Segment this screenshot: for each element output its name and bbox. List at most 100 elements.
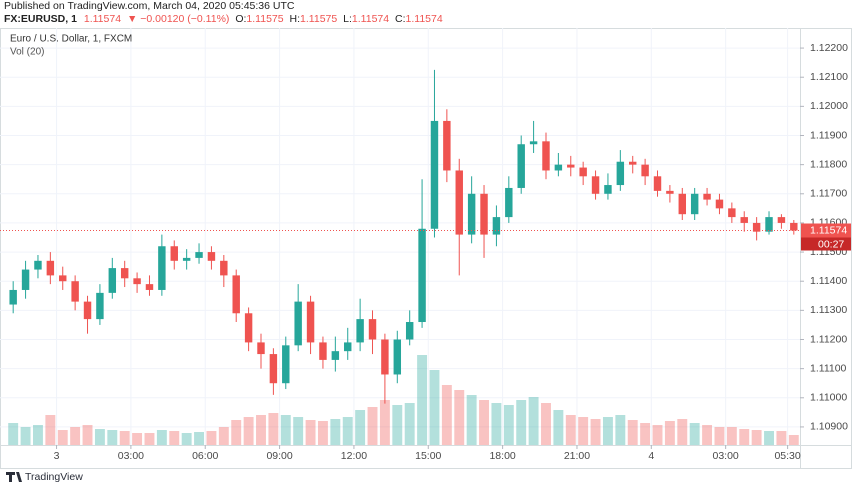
ohlc-label: L: [343, 13, 352, 25]
volume-bar [677, 419, 688, 445]
candle-body [443, 120, 451, 171]
volume-bar [578, 417, 589, 445]
candle-body [145, 284, 154, 290]
volume-bar [305, 420, 316, 445]
volume-bar [776, 431, 787, 445]
volume-bar [602, 417, 613, 445]
candle-body [604, 185, 612, 194]
logo-text: TradingView [25, 471, 83, 483]
candle-body [34, 260, 42, 270]
volume-bar [231, 420, 242, 445]
candle-body [158, 246, 166, 290]
volume-bar [94, 429, 105, 445]
volume-bar [330, 419, 341, 445]
y-tick-label: 1.11300 [810, 304, 847, 316]
x-tick-label: 03:00 [118, 450, 144, 462]
candle-body [9, 289, 17, 305]
volume-bar [466, 395, 477, 445]
volume-bar [516, 400, 527, 445]
volume-bar [8, 423, 19, 445]
volume-bar [256, 415, 266, 445]
y-tick-label: 1.10900 [810, 421, 848, 433]
candle-body [591, 176, 600, 194]
logo-icon [6, 472, 22, 482]
candle-body [405, 322, 414, 340]
candle-body [641, 164, 649, 177]
volume-bars [8, 355, 799, 445]
volume-legend: Vol (20) [10, 47, 44, 58]
volume-bar [541, 403, 551, 445]
y-tick-label: 1.11400 [810, 275, 847, 287]
candle-body [232, 275, 240, 314]
candle-body [244, 313, 253, 343]
volume-bar [454, 390, 465, 445]
candle-body [492, 217, 501, 235]
ohlc-value: 1.11574 [406, 13, 443, 25]
candle-body [182, 257, 191, 261]
volume-bar [429, 370, 440, 445]
countdown-box [801, 237, 851, 251]
volume-bar [57, 430, 68, 445]
y-tick-label: 1.11700 [810, 188, 847, 200]
volume-bar [342, 417, 353, 445]
ohlc-label: O: [235, 13, 246, 25]
volume-bar [441, 385, 452, 445]
candle-body [765, 217, 773, 232]
volume-bar [553, 410, 564, 445]
y-tick-label: 1.11100 [810, 362, 847, 374]
volume-bar [20, 427, 31, 445]
x-tick-label: 05:30 [774, 450, 800, 462]
candle-body [393, 339, 402, 375]
volume-bar [132, 433, 143, 445]
volume-bar [119, 431, 130, 445]
volume-bar [503, 405, 514, 445]
symbol-line: FX:EURUSD, 1 1.11574 ▼ −0.00120 (−0.11%)… [4, 13, 443, 25]
candle-body [257, 342, 265, 355]
ohlc-value: 1.11575 [246, 13, 283, 25]
candle-body [579, 167, 587, 177]
x-tick-label: 09:00 [266, 450, 292, 462]
candle-body [752, 222, 761, 232]
change: ▼ −0.00120 (−0.11%) [127, 13, 229, 25]
volume-bar [194, 432, 204, 445]
volume-bar [615, 415, 626, 445]
volume-bar [392, 405, 403, 445]
chart-title: Euro / U.S. Dollar, 1, FXCM [10, 34, 132, 45]
volume-bar [726, 427, 737, 445]
x-tick-label: 18:00 [489, 450, 515, 462]
volume-bar [590, 419, 601, 445]
volume-bar [640, 423, 651, 445]
x-tick-label: 3 [54, 450, 60, 462]
candle-body [381, 339, 389, 375]
volume-bar [280, 415, 291, 445]
candle-body [517, 144, 525, 188]
volume-bar [379, 400, 390, 445]
last: 1.11574 [84, 13, 121, 25]
volume-bar [181, 433, 192, 445]
volume-bar [70, 427, 81, 445]
candle-body [331, 351, 340, 360]
candle-body [46, 260, 55, 276]
volume-bar [491, 403, 502, 445]
x-tick-label: 06:00 [192, 450, 218, 462]
grid [0, 28, 800, 445]
ohlc-label: H: [290, 13, 301, 25]
y-tick-label: 1.11000 [810, 392, 847, 404]
volume-bar [293, 417, 304, 445]
x-tick-label: 03:00 [713, 450, 739, 462]
volume-bar [689, 423, 700, 445]
candle-body [344, 342, 352, 352]
candle-body [715, 199, 724, 209]
volume-bar [82, 425, 93, 445]
volume-bar [169, 431, 180, 445]
candle-body [207, 252, 216, 261]
last-price-label: 1.11574 [810, 224, 847, 236]
candle-body [96, 292, 104, 320]
y-tick-label: 1.11900 [810, 129, 847, 141]
candle-body [306, 301, 315, 343]
volume-bar [367, 407, 378, 445]
volume-bar [107, 430, 118, 445]
countdown-label: 00:27 [818, 238, 844, 250]
x-tick-label: 4 [648, 450, 654, 462]
candle-body [467, 193, 476, 235]
